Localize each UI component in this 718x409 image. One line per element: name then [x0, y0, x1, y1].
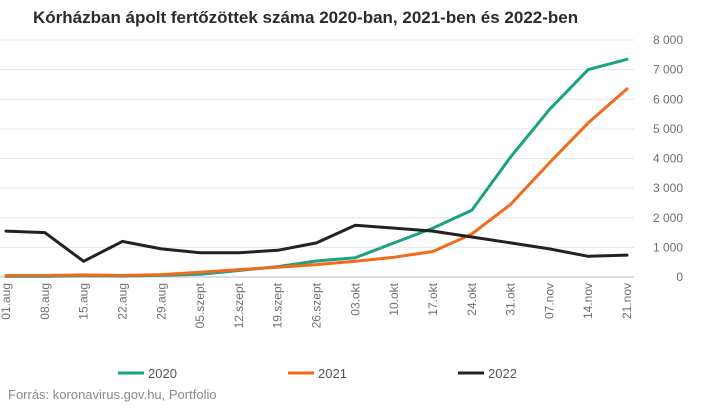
- x-tick-label: 10.okt: [387, 282, 401, 315]
- legend-label-2022: 2022: [488, 366, 517, 381]
- x-tick-label: 17.okt: [426, 282, 440, 315]
- x-tick-label: 14.nov: [581, 283, 595, 319]
- y-tick-label: 2 000: [653, 211, 683, 225]
- x-tick-label: 07.nov: [542, 283, 556, 319]
- x-tick-label: 05.szept: [193, 282, 207, 328]
- x-tick-label: 19.szept: [271, 282, 285, 328]
- x-tick-label: 12.szept: [232, 282, 246, 328]
- x-tick-label: 24.okt: [465, 282, 479, 315]
- y-tick-label: 7 000: [653, 63, 683, 77]
- y-tick-label: 4 000: [653, 152, 683, 166]
- series-line-2021: [4, 87, 629, 277]
- x-tick-label: 15.aug: [77, 283, 91, 320]
- x-tick-label: 26.szept: [310, 282, 324, 328]
- x-tick-label: 31.okt: [504, 282, 518, 315]
- x-tick-label: 08.aug: [38, 283, 52, 320]
- chart-title: Kórházban ápolt fertőzöttek száma 2020-b…: [33, 8, 579, 27]
- y-tick-label: 0: [676, 270, 683, 284]
- x-tick-label: 03.okt: [348, 282, 362, 315]
- y-tick-label: 8 000: [653, 33, 683, 47]
- x-tick-label: 01.aug: [0, 283, 13, 320]
- source-note: Forrás: koronavirus.gov.hu, Portfolio: [8, 387, 217, 402]
- y-tick-label: 3 000: [653, 181, 683, 195]
- series-line-2022: [4, 223, 629, 263]
- y-tick-label: 5 000: [653, 122, 683, 136]
- legend-label-2021: 2021: [318, 366, 347, 381]
- x-tick-label: 21.nov: [620, 283, 634, 319]
- x-tick-label: 22.aug: [115, 283, 129, 320]
- x-tick-label: 29.aug: [154, 283, 168, 320]
- legend-label-2020: 2020: [148, 366, 177, 381]
- y-tick-label: 1 000: [653, 240, 683, 254]
- y-tick-label: 6 000: [653, 92, 683, 106]
